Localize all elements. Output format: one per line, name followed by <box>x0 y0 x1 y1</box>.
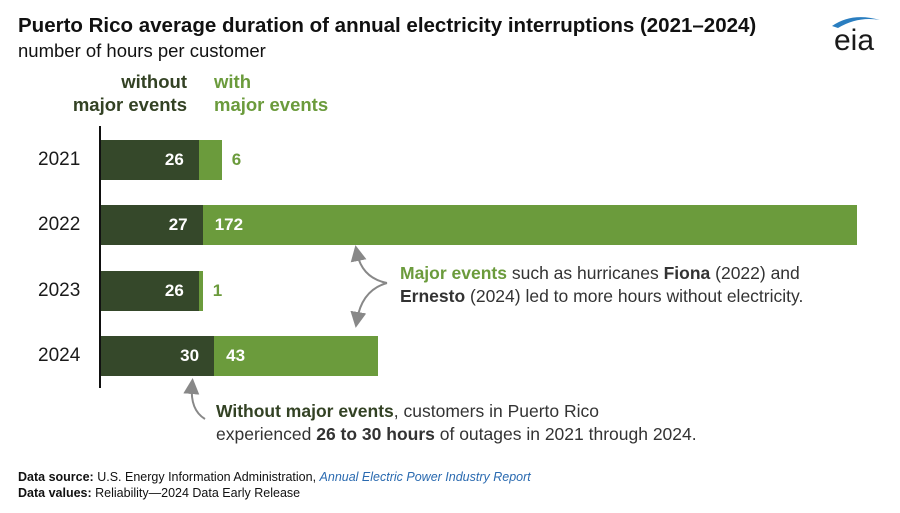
data-label-without-2023: 26 <box>164 281 184 300</box>
bar-with-major-events-2023 <box>198 271 203 311</box>
data-label-without-2022: 27 <box>168 215 188 234</box>
bar-without-major-events-2024 <box>100 336 215 376</box>
source-report-link[interactable]: Annual Electric Power Industry Report <box>319 470 531 484</box>
annotation-without-major-events: Without major events, customers in Puert… <box>216 401 697 444</box>
bar-with-major-events-2021 <box>198 140 222 180</box>
y-tick-label-2021: 2021 <box>38 149 81 170</box>
bar-without-major-events-2023 <box>100 271 199 311</box>
eia-logo-text: eia <box>834 24 875 57</box>
bar-without-major-events-2022 <box>100 205 203 245</box>
chart-subtitle: number of hours per customer <box>18 40 266 61</box>
data-label-with-2021: 6 <box>231 150 242 169</box>
data-label-with-2023: 1 <box>212 281 223 300</box>
annotation-major-events: Major events such as hurricanes Fiona (2… <box>400 263 804 306</box>
data-label-without-2021: 26 <box>164 150 184 169</box>
data-label-with-2024: 43 <box>226 346 246 365</box>
eia-logo-icon <box>832 17 880 28</box>
chart-title: Puerto Rico average duration of annual e… <box>18 14 757 37</box>
footer-data-source: Data source: U.S. Energy Information Adm… <box>18 470 531 484</box>
y-tick-label-2023: 2023 <box>38 280 81 301</box>
data-label-without-2024: 30 <box>180 346 200 365</box>
data-label-with-2022: 172 <box>214 215 244 234</box>
footer-data-values: Data values: Reliability—2024 Data Early… <box>18 486 301 500</box>
y-tick-label-2024: 2024 <box>38 345 81 366</box>
bar-with-major-events-2022 <box>202 205 857 245</box>
y-tick-label-2022: 2022 <box>38 214 81 235</box>
y-axis-line <box>99 126 101 388</box>
legend-with-major-events: with major events <box>214 71 329 115</box>
bar-without-major-events-2021 <box>100 140 199 180</box>
bar-with-major-events-2024 <box>214 336 378 376</box>
legend-without-major-events: without major events <box>72 71 187 115</box>
